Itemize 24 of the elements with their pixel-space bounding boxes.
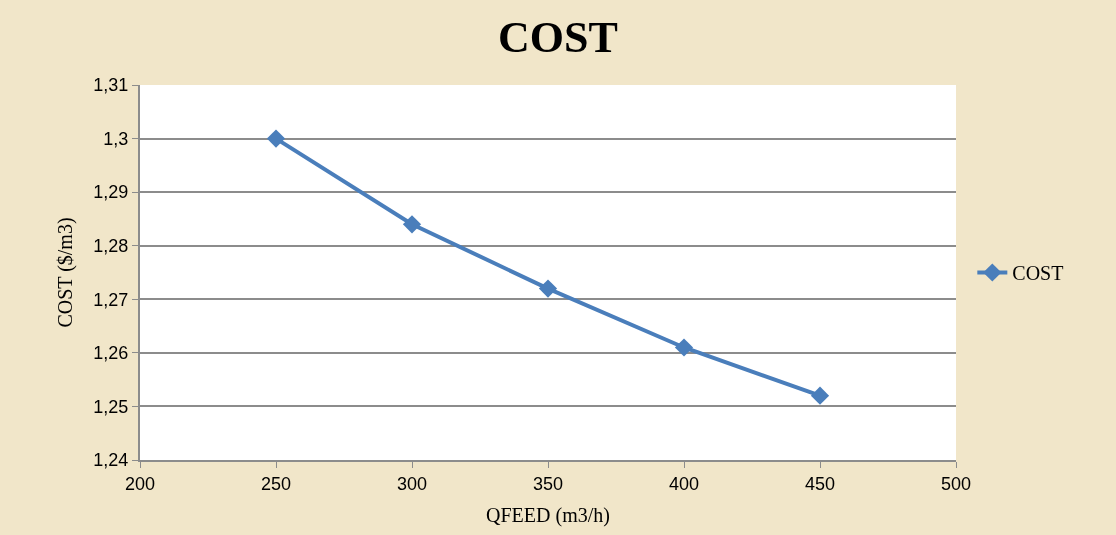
x-tick-label: 500	[940, 473, 972, 494]
x-tick-label: 300	[396, 473, 428, 494]
y-tick-label: 1,25	[93, 396, 129, 417]
legend-label: COST	[1012, 262, 1064, 285]
y-tick-label: 1,3	[103, 128, 129, 149]
y-tick-label: 1,26	[93, 343, 129, 364]
point	[402, 215, 422, 234]
y-tick-label: 1,28	[93, 236, 129, 257]
y-axis-title: COST ($/m3)	[54, 217, 78, 328]
y-tick-label: 1,24	[93, 450, 129, 471]
x-tick-label: 350	[532, 473, 564, 494]
point	[266, 129, 286, 148]
y-tick-label: 1,29	[93, 182, 129, 203]
point	[674, 338, 694, 357]
chart-title: COST	[498, 13, 618, 63]
x-axis-title: QFEED (m3/h)	[486, 503, 610, 527]
point	[538, 279, 558, 298]
point	[810, 386, 830, 405]
y-tick-label: 1,31	[93, 75, 129, 96]
x-tick-label: 450	[804, 473, 836, 494]
x-tick-label: 200	[124, 473, 156, 494]
x-tick-label: 400	[668, 473, 700, 494]
x-tick-label: 250	[260, 473, 292, 494]
y-tick-label: 1,27	[93, 289, 129, 310]
